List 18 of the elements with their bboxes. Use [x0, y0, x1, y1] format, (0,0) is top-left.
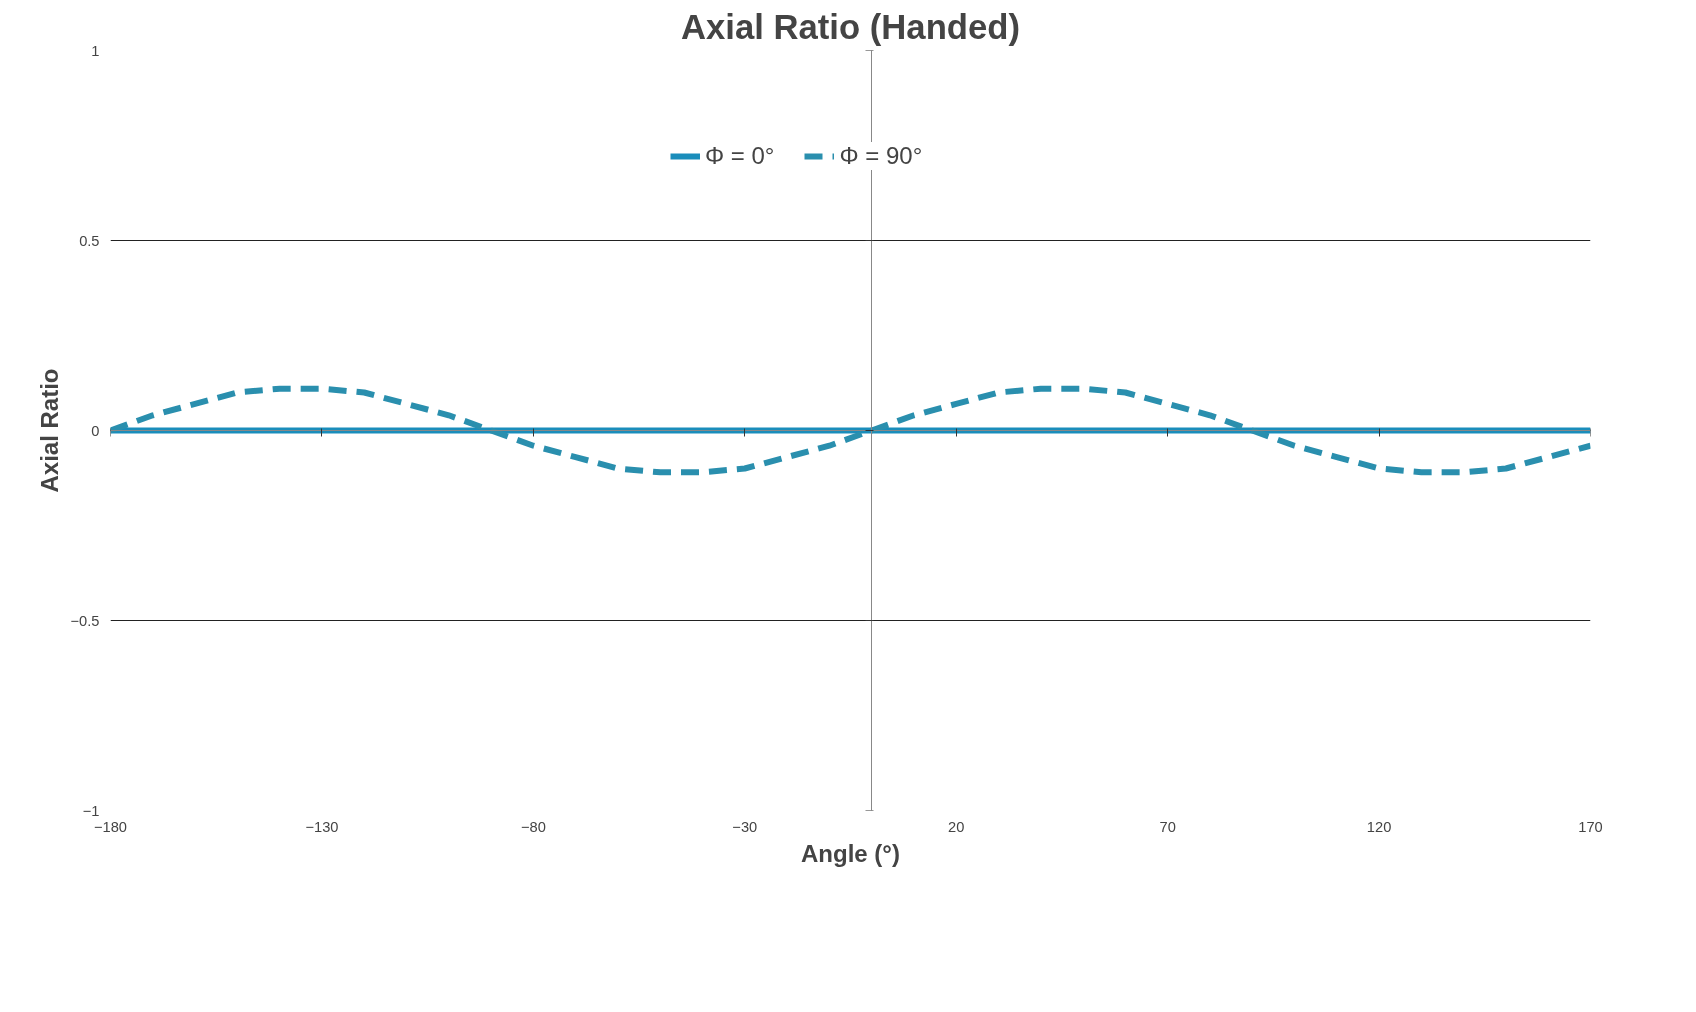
- y-tick-label: −1: [82, 802, 100, 819]
- legend-label: Φ = 90°: [839, 142, 923, 170]
- y-tick-label: 0.5: [79, 232, 100, 249]
- y-tick-label: 0: [91, 422, 100, 439]
- x-tick-label: −130: [305, 818, 339, 835]
- x-tick-label: −30: [732, 818, 758, 835]
- y-tick-label: −0.5: [70, 612, 100, 629]
- chart-title: Axial Ratio (Handed): [681, 7, 1020, 46]
- y-tick-label: 1: [91, 42, 100, 59]
- x-tick-label: −180: [93, 818, 128, 835]
- y-axis-title: Axial Ratio: [35, 368, 63, 493]
- x-tick-label: 70: [1159, 818, 1176, 835]
- x-tick-label: 120: [1366, 818, 1392, 835]
- x-tick-label: 20: [948, 818, 965, 835]
- x-tick-label: −80: [520, 818, 546, 835]
- x-axis-title: Angle (°): [801, 839, 900, 867]
- legend-label: Φ = 0°: [705, 142, 775, 170]
- x-tick-label: 170: [1578, 818, 1603, 835]
